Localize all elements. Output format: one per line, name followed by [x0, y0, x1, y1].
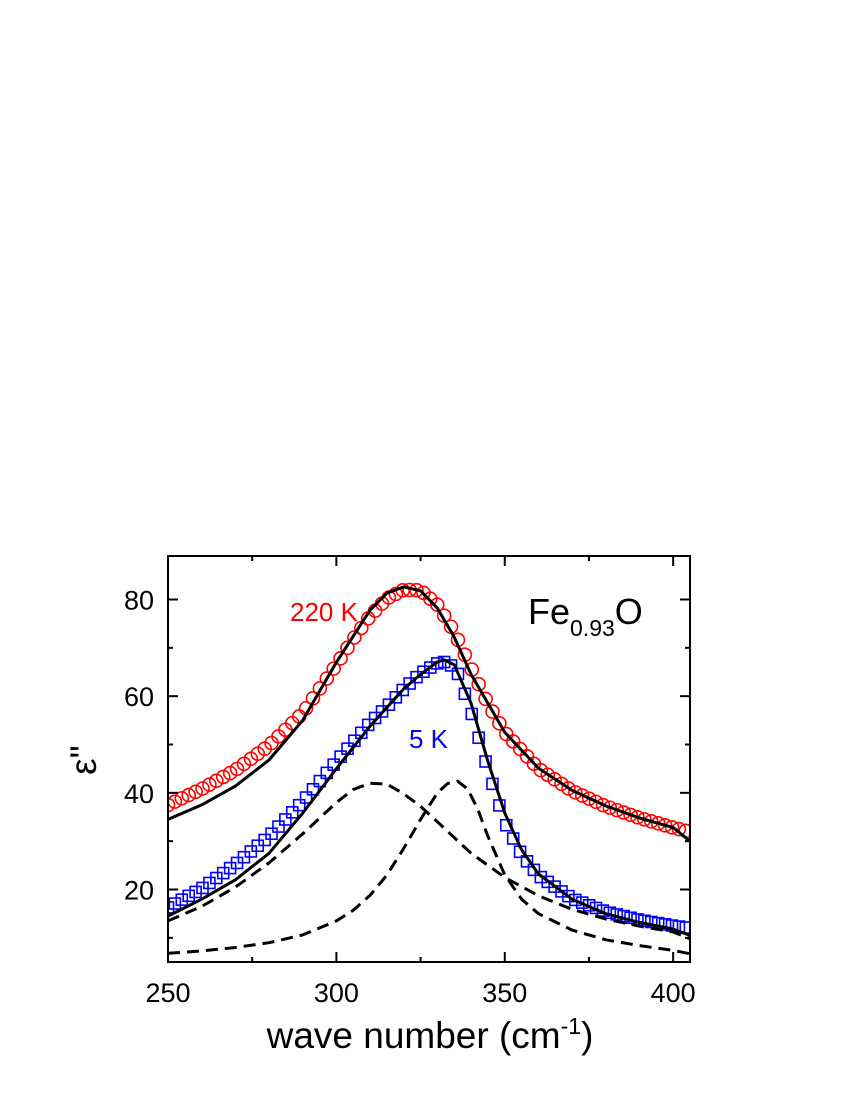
data-point	[429, 597, 445, 612]
data-point	[602, 800, 618, 816]
data-point	[643, 814, 659, 829]
formula-main: Fe	[528, 591, 570, 632]
data-point	[568, 785, 583, 800]
y-tick-label: 60	[124, 682, 154, 712]
series-square-markers	[168, 655, 690, 934]
fit-curve-3	[168, 658, 690, 937]
data-point	[403, 677, 416, 690]
data-point	[609, 802, 625, 818]
data-point	[389, 691, 403, 704]
label-220k: 220 K	[290, 597, 359, 627]
fit-curve-2	[168, 585, 690, 843]
data-point	[189, 885, 202, 899]
data-point	[527, 863, 541, 877]
label-5k: 5 K	[409, 724, 449, 754]
data-point	[595, 797, 611, 813]
x-axis-title-sup: -1	[561, 1013, 581, 1039]
dashed-curve-5	[168, 779, 690, 956]
data-point	[285, 806, 299, 819]
data-point	[168, 901, 175, 914]
ticks-layer: 250 300 350 400 20 40 60 80	[124, 556, 696, 1008]
data-point	[202, 777, 217, 792]
data-point	[588, 794, 604, 810]
data-point	[168, 897, 182, 910]
data-point	[658, 918, 672, 931]
x-tick-label: 350	[482, 978, 527, 1008]
data-point	[569, 893, 582, 907]
dashed-curve-4	[168, 781, 690, 941]
data-point	[623, 807, 638, 823]
data-point	[215, 769, 231, 785]
data-point	[581, 791, 597, 807]
data-point	[478, 691, 493, 707]
data-point	[561, 781, 576, 796]
data-point	[382, 698, 396, 711]
data-point	[451, 667, 465, 681]
x-axis-title: wave number (cm-1)	[266, 1013, 594, 1056]
data-point	[471, 676, 486, 692]
x-tick-label: 400	[651, 978, 696, 1008]
data-point	[637, 812, 652, 827]
data-point	[396, 683, 410, 697]
data-point	[409, 582, 424, 598]
data-point	[650, 816, 666, 831]
data-point	[292, 798, 306, 812]
formula-subscript: 0.93	[570, 615, 615, 641]
x-tick-label: 300	[314, 978, 359, 1008]
data-point	[272, 820, 285, 833]
data-point	[182, 889, 196, 903]
data-point	[616, 805, 631, 820]
x-axis-title-main: wave number (cm	[266, 1015, 561, 1056]
data-point	[375, 705, 389, 718]
data-point	[168, 797, 176, 813]
data-point	[388, 586, 404, 602]
data-point	[664, 819, 680, 835]
data-point	[175, 893, 189, 906]
formula-end: O	[615, 591, 643, 632]
plot-frame	[167, 555, 691, 963]
series-layer	[168, 582, 690, 956]
data-point	[630, 809, 645, 825]
data-point	[562, 889, 575, 903]
data-point	[279, 813, 292, 826]
data-point	[492, 715, 507, 731]
series-circle-markers	[168, 582, 690, 839]
y-tick-label: 40	[124, 779, 154, 809]
data-point	[444, 659, 458, 672]
formula-label: Fe0.93O	[528, 591, 643, 641]
y-tick-label: 20	[124, 876, 154, 906]
data-point	[671, 821, 687, 837]
y-axis-title: ε"	[63, 745, 104, 775]
data-point	[319, 671, 335, 686]
data-point	[265, 827, 278, 841]
x-tick-label: 250	[145, 978, 190, 1008]
data-point	[430, 657, 444, 670]
data-point	[368, 711, 382, 725]
data-point	[417, 665, 430, 679]
data-point	[574, 788, 590, 803]
data-point	[209, 773, 224, 789]
data-point	[333, 651, 348, 666]
y-tick-label: 80	[124, 586, 154, 616]
data-point	[299, 791, 313, 804]
data-point	[195, 781, 210, 796]
x-axis-title-close: )	[581, 1015, 593, 1056]
data-point	[657, 818, 673, 833]
data-point	[485, 704, 500, 719]
data-point	[340, 640, 355, 656]
data-point	[312, 681, 328, 696]
data-point	[326, 661, 341, 676]
data-point	[181, 787, 197, 803]
data-point	[174, 791, 190, 806]
data-point	[188, 784, 203, 800]
data-point	[424, 661, 437, 674]
data-point	[347, 630, 362, 645]
data-point	[306, 782, 320, 796]
